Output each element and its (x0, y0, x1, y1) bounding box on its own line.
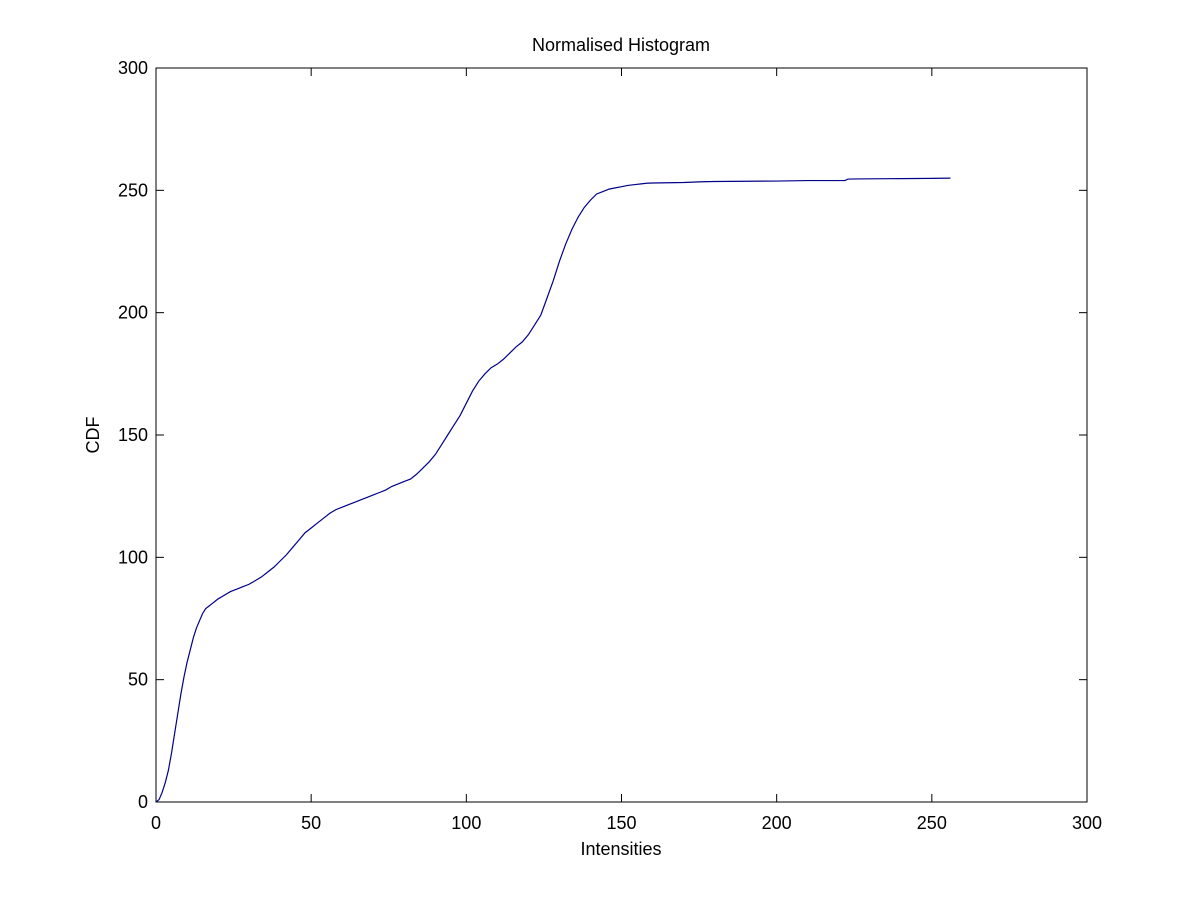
y-tick-label: 300 (118, 58, 148, 78)
x-axis-ticks: 0 50 100 150 200 250 300 (151, 68, 1102, 833)
x-tick-label: 300 (1072, 813, 1102, 833)
y-tick-label: 150 (118, 425, 148, 445)
y-tick-label: 50 (128, 670, 148, 690)
y-tick-label: 100 (118, 547, 148, 567)
y-tick-label: 250 (118, 180, 148, 200)
plot-area (155, 67, 1088, 803)
cdf-line (155, 177, 951, 803)
x-tick-label: 50 (301, 813, 321, 833)
x-tick-label: 200 (762, 813, 792, 833)
x-tick-label: 0 (151, 813, 161, 833)
plot-title: Normalised Histogram (532, 35, 710, 55)
y-axis-ticks: 0 50 100 150 200 250 300 (118, 58, 1087, 812)
x-tick-label: 250 (917, 813, 947, 833)
x-tick-label: 100 (451, 813, 481, 833)
x-axis-label: Intensities (580, 839, 661, 859)
y-tick-label: 200 (118, 303, 148, 323)
y-tick-label: 0 (138, 792, 148, 812)
y-axis-label: CDF (83, 417, 103, 454)
x-tick-label: 150 (606, 813, 636, 833)
